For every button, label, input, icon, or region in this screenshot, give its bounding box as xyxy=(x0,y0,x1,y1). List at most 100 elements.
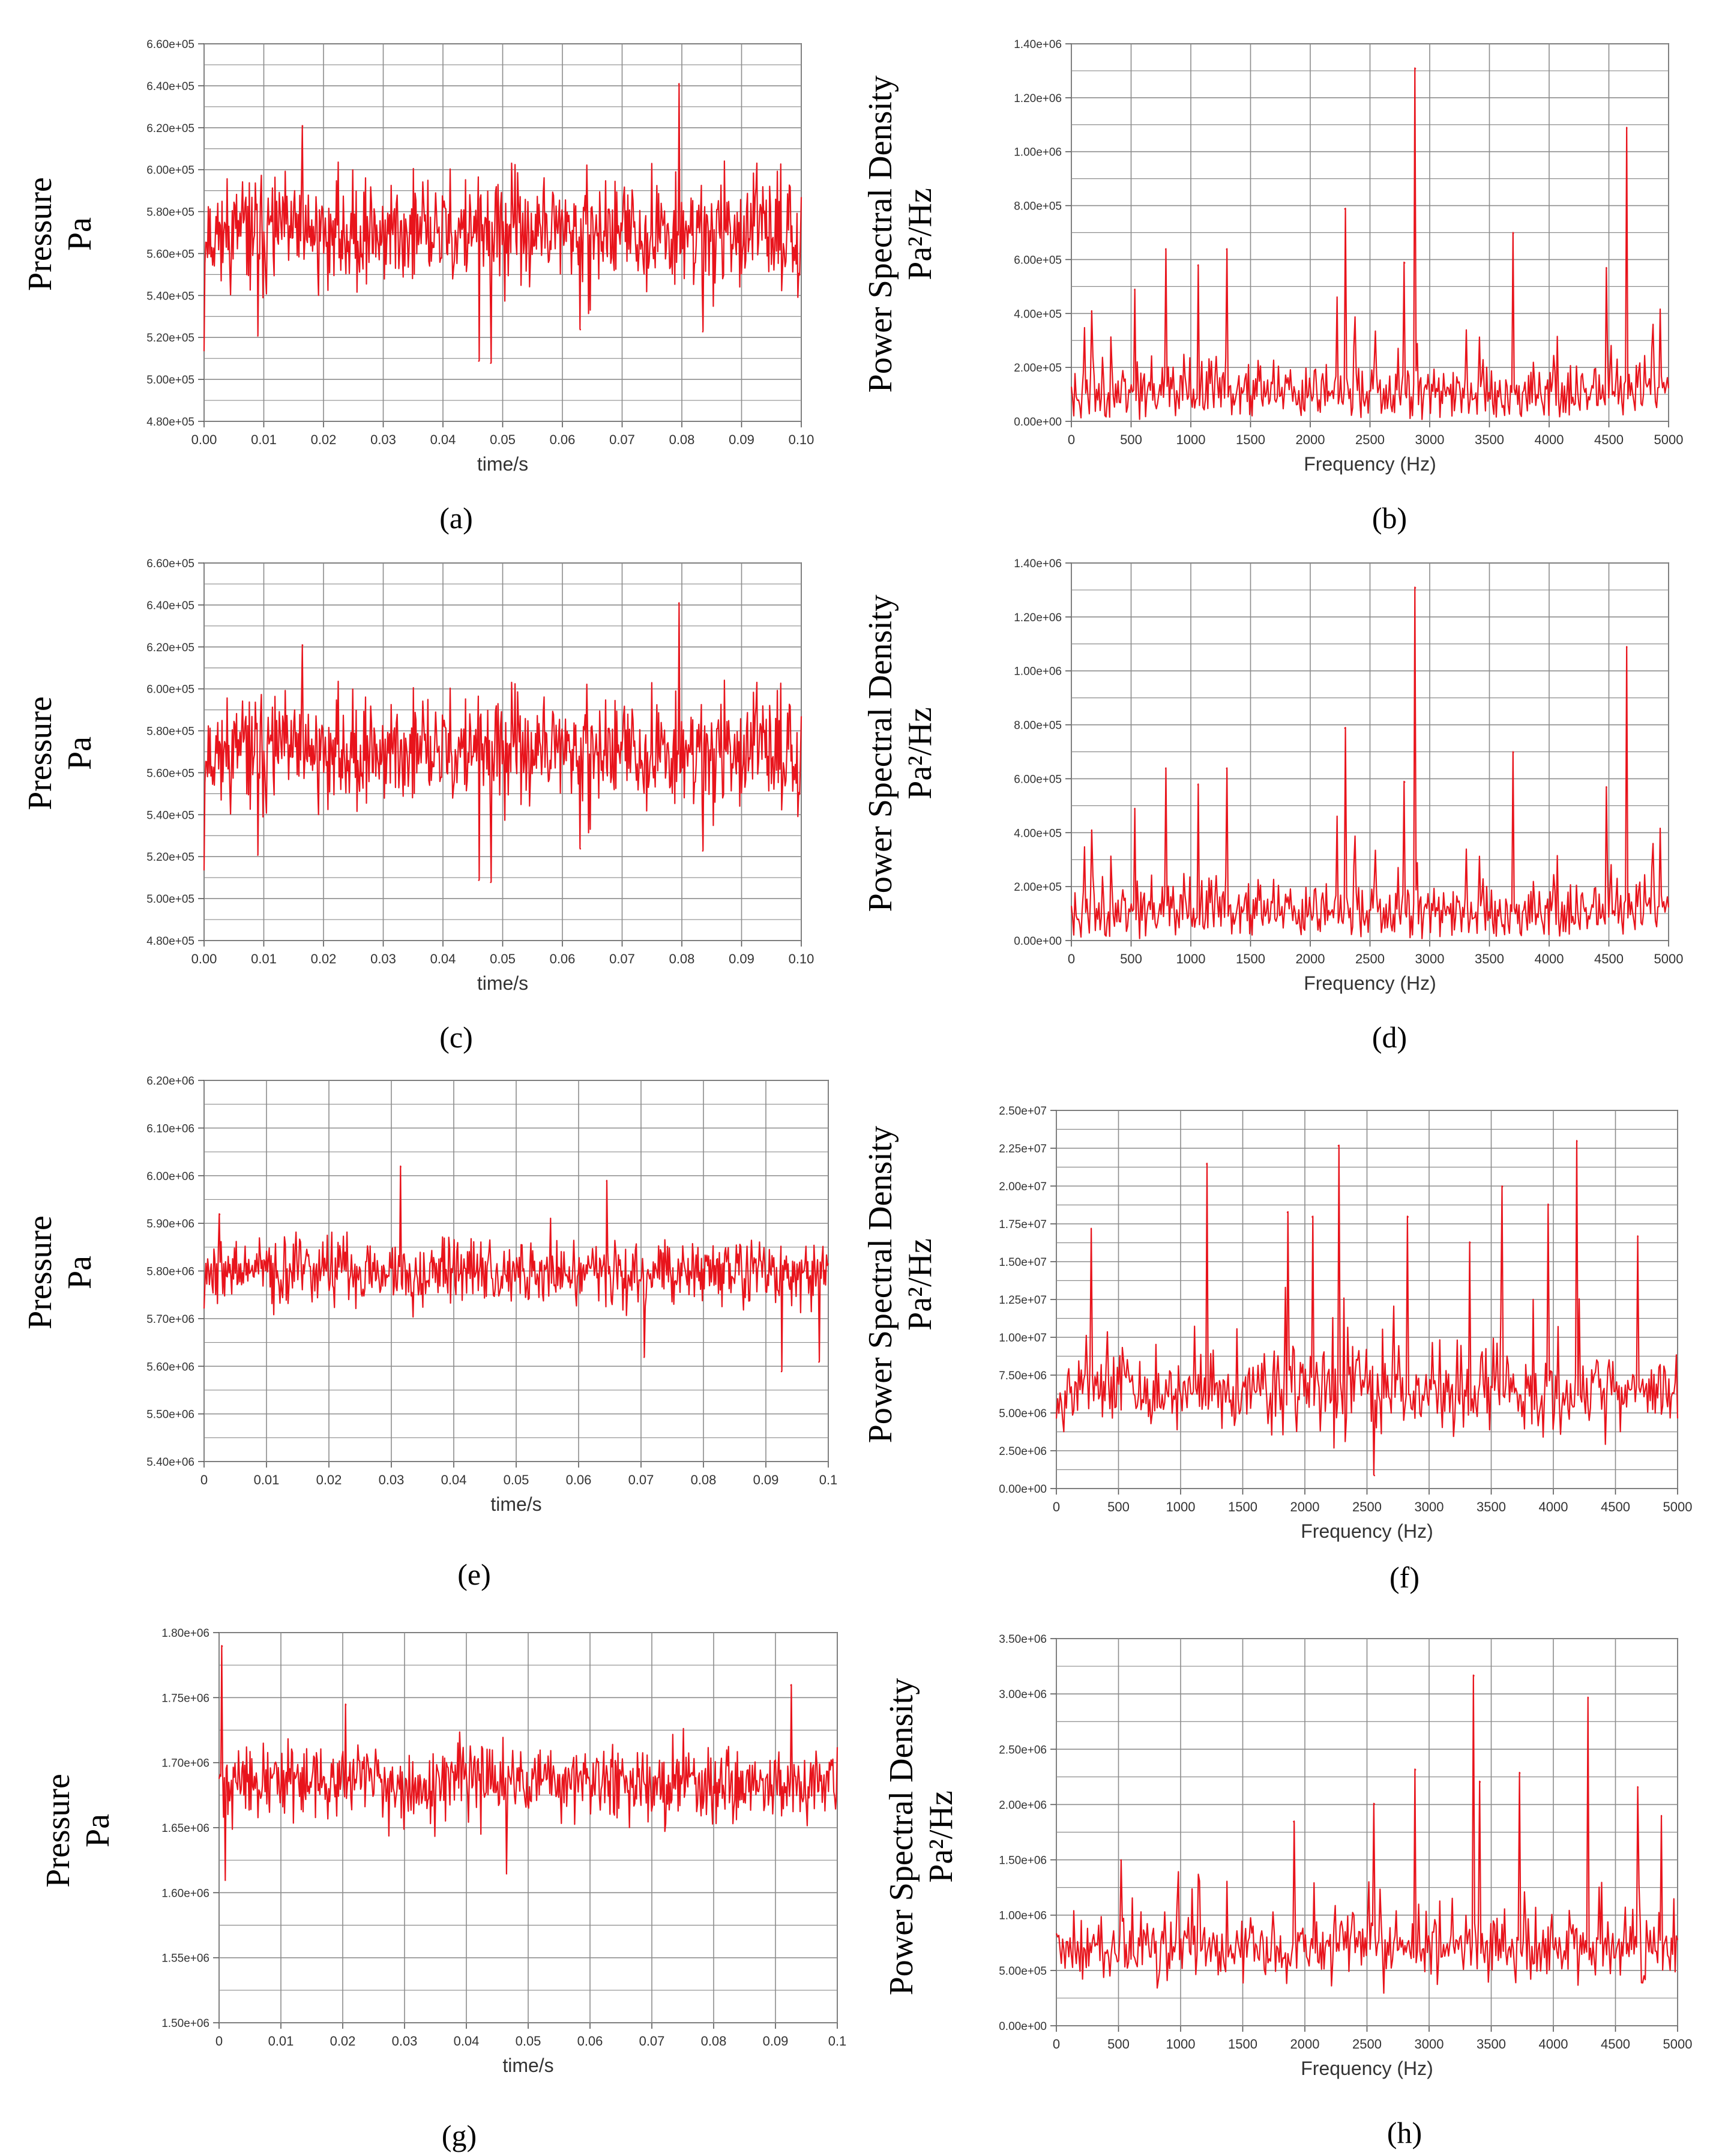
y-tick-label: 4.00e+05 xyxy=(1014,308,1062,321)
y-tick-label: 2.25e+07 xyxy=(999,1143,1047,1155)
x-axis-label: time/s xyxy=(477,453,528,475)
x-tick-label: 0 xyxy=(1053,2037,1060,2052)
x-tick-label: 1000 xyxy=(1176,432,1206,447)
y-tick-label: 1.40e+06 xyxy=(1014,558,1062,570)
x-tick-label: 2500 xyxy=(1355,432,1385,447)
y-tick-label: 8.00e+05 xyxy=(1014,200,1062,213)
x-tick-label: 0 xyxy=(200,1472,208,1487)
y-axis-label-line2: Pa xyxy=(61,736,98,770)
y-tick-label: 5.80e+06 xyxy=(146,1266,194,1278)
y-tick-label: 6.60e+05 xyxy=(146,558,194,570)
x-tick-label: 0.06 xyxy=(577,2034,603,2049)
y-axis-label-line1: Power Spectral Density xyxy=(862,595,899,912)
y-tick-label: 5.00e+05 xyxy=(146,374,194,387)
x-tick-label: 4000 xyxy=(1539,1499,1568,1514)
y-tick-label: 5.70e+06 xyxy=(146,1313,194,1326)
x-tick-label: 3000 xyxy=(1415,2037,1444,2052)
x-tick-label: 2000 xyxy=(1296,951,1325,966)
x-tick-label: 0 xyxy=(215,2034,223,2049)
y-tick-label: 6.40e+05 xyxy=(146,600,194,612)
y-tick-label: 5.60e+05 xyxy=(146,767,194,780)
y-tick-label: 5.50e+06 xyxy=(146,1409,194,1421)
x-tick-label: 0.07 xyxy=(639,2034,665,2049)
x-tick-label: 3500 xyxy=(1475,432,1504,447)
x-tick-label: 0.01 xyxy=(254,1472,280,1487)
y-axis-label-line2: Pa²/Hz xyxy=(902,1238,939,1331)
y-tick-label: 5.00e+05 xyxy=(999,1965,1047,1978)
x-axis-label: time/s xyxy=(490,1493,541,1515)
y-tick-label: 5.00e+05 xyxy=(146,893,194,906)
x-tick-label: 2000 xyxy=(1290,1499,1320,1514)
x-tick-label: 0.10 xyxy=(789,951,814,966)
x-tick-label: 0.09 xyxy=(729,432,754,447)
y-tick-label: 1.75e+06 xyxy=(161,1692,209,1705)
panel-caption: (e) xyxy=(457,1558,491,1591)
x-tick-label: 3000 xyxy=(1415,432,1445,447)
x-tick-label: 3000 xyxy=(1415,1499,1444,1514)
x-tick-label: 3000 xyxy=(1415,951,1445,966)
y-tick-label: 4.00e+05 xyxy=(1014,827,1062,840)
x-tick-label: 0.1 xyxy=(828,2034,847,2049)
y-tick-label: 2.00e+06 xyxy=(999,1799,1047,1811)
x-tick-label: 2000 xyxy=(1290,2037,1320,2052)
x-tick-label: 0.05 xyxy=(516,2034,541,2049)
y-axis-label-line1: Pressure xyxy=(22,177,59,291)
y-axis-label-line1: Pressure xyxy=(22,1215,59,1329)
y-tick-label: 6.00e+05 xyxy=(146,164,194,177)
y-tick-label: 6.20e+05 xyxy=(146,122,194,135)
x-tick-label: 0.08 xyxy=(669,951,695,966)
chart-panel-c: 0.00 0.01 0.02 0.03 0.04 0.05 0.06 0.07 0.08 0.09… xyxy=(22,558,814,1054)
y-tick-label: 1.50e+06 xyxy=(999,1855,1047,1867)
x-tick-label: 0.06 xyxy=(550,432,576,447)
y-tick-label: 6.60e+05 xyxy=(146,38,194,51)
x-tick-label: 0.04 xyxy=(430,432,456,447)
x-tick-label: 5000 xyxy=(1654,951,1684,966)
x-tick-label: 0.00 xyxy=(191,951,217,966)
x-tick-label: 0.01 xyxy=(251,951,277,966)
y-axis-label-line2: Pa²/Hz xyxy=(923,1790,960,1883)
y-tick-label: 5.60e+05 xyxy=(146,248,194,260)
y-tick-label: 1.00e+06 xyxy=(999,1910,1047,1923)
y-tick-label: 6.10e+06 xyxy=(146,1122,194,1135)
y-tick-label: 1.70e+06 xyxy=(161,1757,209,1770)
x-tick-label: 0.02 xyxy=(330,2034,356,2049)
x-tick-label: 2500 xyxy=(1352,2037,1382,2052)
y-tick-label: 1.60e+06 xyxy=(161,1887,209,1900)
y-tick-label: 2.00e+05 xyxy=(1014,362,1062,375)
y-tick-label: 5.20e+05 xyxy=(146,332,194,345)
panel-caption: (a) xyxy=(439,501,473,535)
panel-caption: (d) xyxy=(1372,1020,1407,1054)
x-tick-label: 0.04 xyxy=(430,951,456,966)
y-tick-label: 6.00e+05 xyxy=(146,684,194,696)
x-axis-label: Frequency (Hz) xyxy=(1301,2058,1433,2079)
x-tick-label: 4500 xyxy=(1594,432,1624,447)
y-tick-label: 1.55e+06 xyxy=(161,1953,209,1965)
y-axis-label-line2: Pa²/Hz xyxy=(902,188,939,280)
x-axis-label: time/s xyxy=(477,972,528,994)
y-tick-label: 2.50e+06 xyxy=(999,1744,1047,1756)
x-axis-label: Frequency (Hz) xyxy=(1301,1520,1433,1542)
y-tick-label: 6.20e+05 xyxy=(146,642,194,654)
x-tick-label: 3500 xyxy=(1475,951,1504,966)
series-line xyxy=(1055,1140,1679,1476)
y-tick-label: 5.60e+06 xyxy=(146,1361,194,1373)
chart-panel-f: 0 500 1000 1500 2000 2500 3000 3500 4000 4500 5000… xyxy=(862,1105,1692,1594)
x-tick-label: 2500 xyxy=(1352,1499,1382,1514)
x-tick-label: 1000 xyxy=(1166,2037,1196,2052)
x-tick-label: 0.08 xyxy=(691,1472,717,1487)
x-tick-label: 0.04 xyxy=(441,1472,467,1487)
y-tick-label: 5.80e+05 xyxy=(146,206,194,219)
x-tick-label: 0.06 xyxy=(566,1472,592,1487)
y-axis-label-line1: Power Spectral Density xyxy=(883,1678,920,1996)
x-tick-label: 4500 xyxy=(1594,951,1624,966)
y-tick-label: 2.00e+05 xyxy=(1014,881,1062,894)
y-tick-label: 1.20e+06 xyxy=(1014,92,1062,105)
panel-caption: (f) xyxy=(1389,1561,1419,1594)
x-tick-label: 5000 xyxy=(1663,1499,1693,1514)
x-tick-label: 0.03 xyxy=(370,951,396,966)
y-tick-label: 1.40e+06 xyxy=(1014,38,1062,51)
y-tick-label: 1.50e+06 xyxy=(161,2017,209,2030)
x-tick-label: 0.1 xyxy=(819,1472,838,1487)
y-tick-label: 6.00e+05 xyxy=(1014,773,1062,786)
